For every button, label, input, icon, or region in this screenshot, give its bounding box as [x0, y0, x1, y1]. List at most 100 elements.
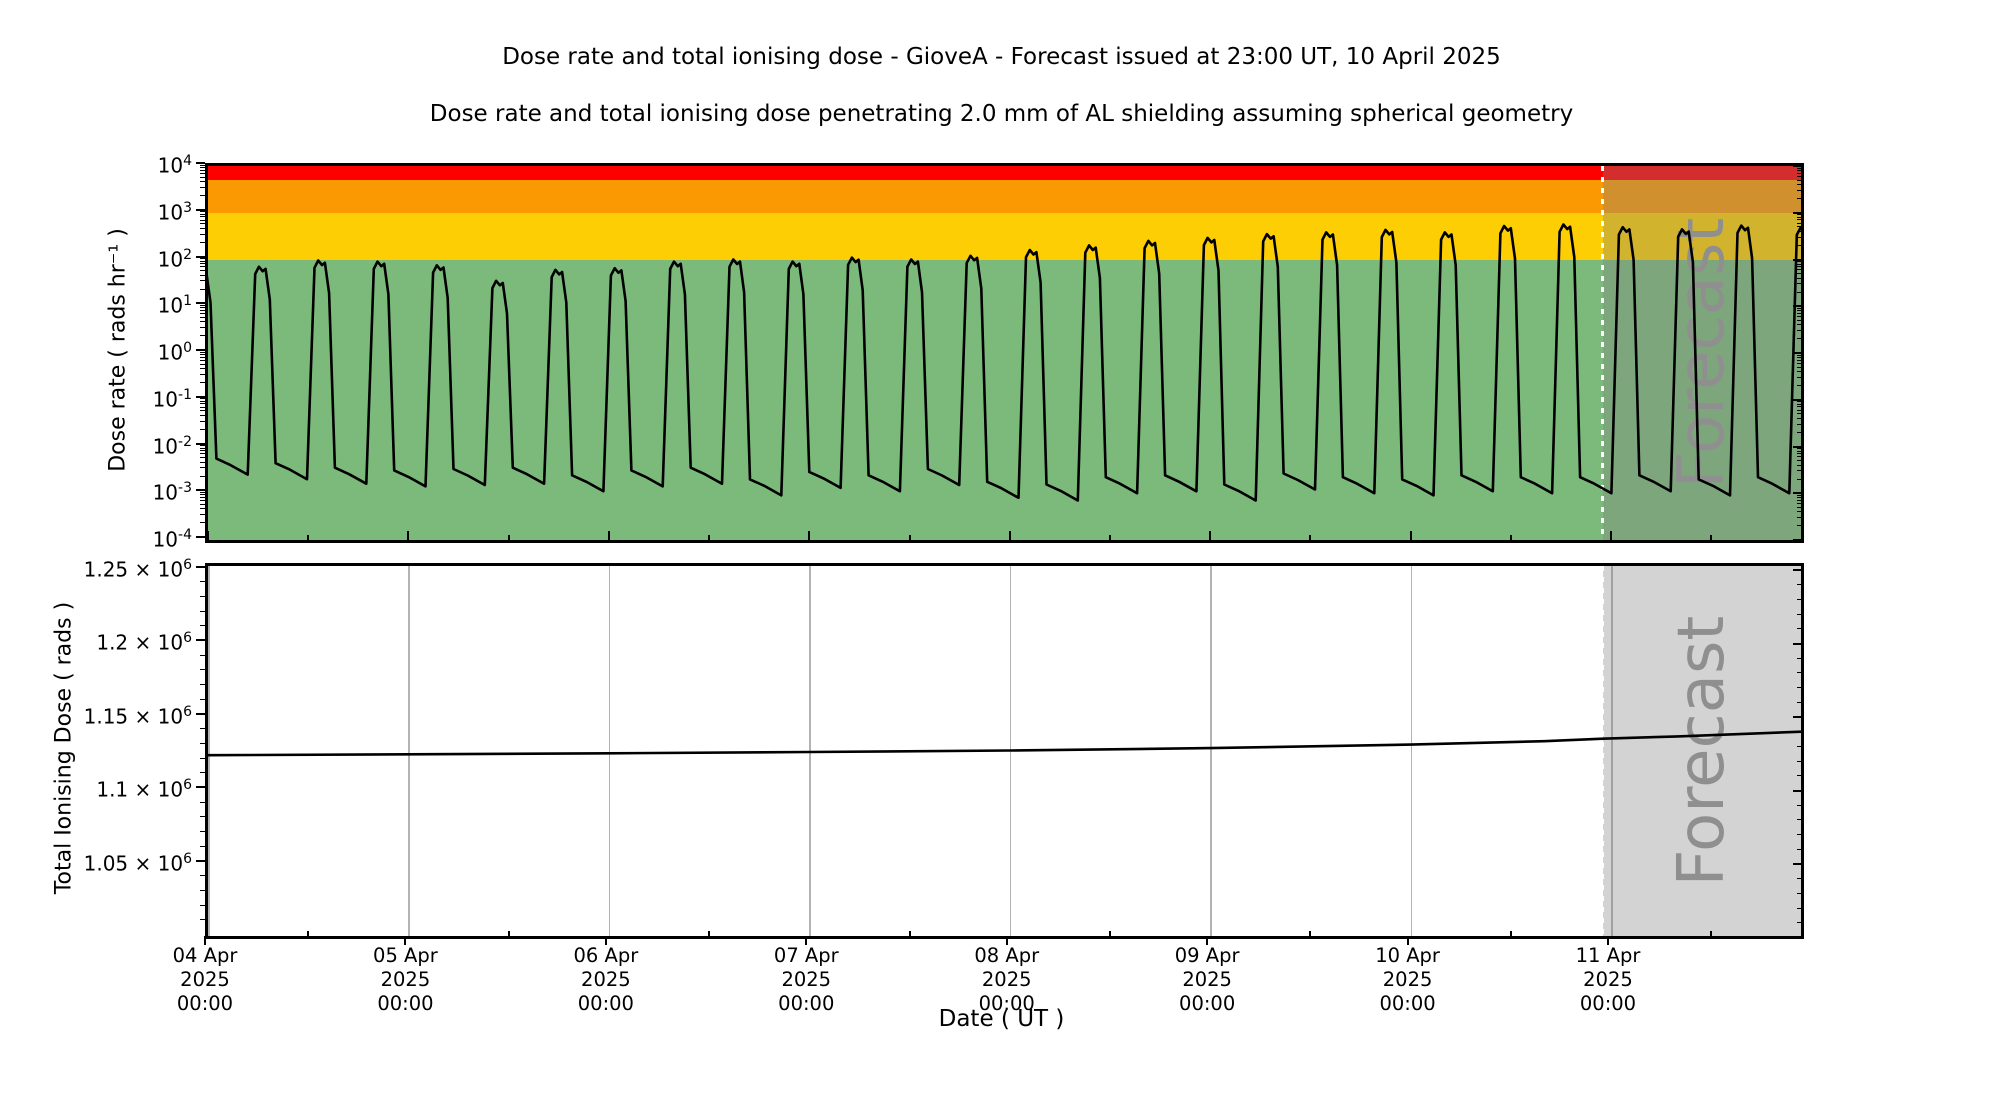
- gridline-day: [408, 566, 410, 936]
- tid-series: [208, 730, 1801, 757]
- y-tick-minor: [200, 260, 205, 262]
- y-tick-minor: [200, 164, 205, 166]
- y-tick-inner-minor: [1797, 273, 1801, 275]
- y-tick-label-tid: 1.15 × 106: [83, 703, 192, 729]
- x-tick-inner: [507, 931, 510, 936]
- y-tick-minor: [200, 514, 205, 516]
- x-tick-major: [604, 936, 607, 945]
- y-tick-minor: [200, 354, 205, 356]
- x-tick-time: 00:00: [978, 992, 1035, 1015]
- y-tick-inner-minor: [1797, 357, 1801, 359]
- y-tick-inner-minor: [1797, 497, 1801, 499]
- y-tick-inner-minor: [1797, 266, 1801, 268]
- figure-title: Dose rate and total ionising dose - Giov…: [502, 44, 1501, 70]
- y-tick-minor: [200, 420, 205, 422]
- y-tick-minor: [200, 359, 205, 361]
- y-tick-inner-minor: [1797, 170, 1801, 172]
- y-tick-minor: [200, 270, 205, 272]
- y-tick-inner-minor: [1797, 464, 1801, 466]
- x-tick-inner: [908, 931, 911, 936]
- y-tick-major: [196, 395, 205, 398]
- x-tick-label: 04 Apr 2025 00:00: [135, 944, 275, 1016]
- x-tick-time: 00:00: [176, 992, 234, 1015]
- x-tick-major: [1406, 936, 1409, 945]
- x-tick-inner: [307, 535, 310, 540]
- y-tick-minor: [200, 522, 205, 524]
- y-tick-minor: [200, 457, 205, 459]
- y-tick-major: [196, 489, 205, 492]
- y-tick-minor: [200, 904, 205, 906]
- y-tick-inner-minor: [1797, 291, 1801, 293]
- gridline-day: [608, 566, 611, 936]
- y-tick-inner: [1793, 352, 1801, 354]
- x-tick-major: [805, 936, 808, 945]
- threshold-band-severe: [208, 166, 1801, 181]
- y-tick-minor: [200, 169, 205, 171]
- y-tick-minor: [200, 309, 205, 311]
- x-tick-date: 05 Apr: [373, 944, 438, 967]
- y-tick-inner: [1797, 745, 1801, 747]
- tid-panel: Forecast: [205, 563, 1804, 939]
- x-tick-inner: [708, 931, 711, 936]
- x-tick-inner: [607, 531, 610, 540]
- x-tick-inner: [808, 531, 811, 540]
- y-tick-label-tid: 1.05 × 106: [83, 850, 192, 876]
- y-tick-minor: [200, 373, 205, 375]
- y-tick-major: [196, 565, 205, 568]
- y-tick-minor: [200, 491, 205, 493]
- y-tick-inner-minor: [1797, 283, 1801, 285]
- y-tick-minor: [200, 494, 205, 496]
- y-tick-major: [196, 536, 205, 538]
- x-axis-label: Date ( UT ): [938, 1006, 1065, 1032]
- y-tick-inner-minor: [1797, 312, 1801, 314]
- y-tick-inner-minor: [1797, 525, 1801, 527]
- y-tick-minor: [200, 496, 205, 498]
- y-tick-minor: [200, 889, 205, 891]
- y-tick-minor: [200, 654, 205, 656]
- y-tick-inner: [1793, 305, 1801, 308]
- y-tick-minor: [200, 845, 205, 847]
- y-tick-minor: [200, 595, 205, 597]
- y-tick-minor: [200, 356, 205, 358]
- y-tick-inner-minor: [1797, 230, 1801, 232]
- y-tick-label-dose: 103: [157, 199, 192, 225]
- y-tick-minor: [200, 475, 205, 477]
- x-tick-year: 2025: [981, 968, 1032, 991]
- y-tick-inner-minor: [1797, 263, 1801, 265]
- y-tick-inner: [1797, 819, 1801, 821]
- y-tick-major: [196, 859, 205, 862]
- y-tick-inner: [1797, 804, 1801, 806]
- y-tick-inner-minor: [1797, 409, 1801, 411]
- y-tick-minor: [200, 398, 205, 400]
- y-tick-inner: [1793, 863, 1801, 866]
- y-tick-inner-minor: [1797, 219, 1801, 221]
- x-tick-time: 00:00: [1579, 992, 1637, 1015]
- dose-rate-panel: Forecast: [205, 163, 1804, 543]
- y-tick-inner-minor: [1797, 277, 1801, 279]
- y-tick-inner-minor: [1797, 324, 1801, 326]
- y-tick-label-tid: 1.1 × 106: [96, 777, 192, 803]
- x-tick-label: 06 Apr 2025 00:00: [536, 944, 676, 1016]
- x-tick-inner: [1008, 531, 1011, 540]
- y-tick-minor: [200, 219, 205, 221]
- y-tick-minor: [200, 816, 205, 818]
- y-tick-inner-minor: [1797, 448, 1801, 450]
- y-tick-inner-minor: [1797, 319, 1801, 321]
- y-tick-minor: [200, 801, 205, 803]
- x-tick-time: 00:00: [577, 992, 634, 1015]
- y-tick-minor: [200, 304, 205, 306]
- y-tick-label-dose: 10-2: [152, 433, 192, 459]
- dose-rate-series: [208, 223, 1801, 502]
- y-tick-major: [196, 208, 205, 211]
- x-tick-major: [1005, 936, 1008, 945]
- y-tick-inner-minor: [1797, 460, 1801, 462]
- x-tick-inner: [407, 531, 410, 540]
- y-tick-minor: [200, 195, 205, 197]
- x-tick-year: 2025: [1583, 968, 1633, 991]
- y-tick-major: [196, 442, 205, 445]
- y-tick-inner: [1793, 445, 1801, 448]
- y-tick-major: [196, 786, 205, 789]
- y-tick-inner-minor: [1797, 517, 1801, 519]
- y-tick-inner: [1793, 569, 1801, 572]
